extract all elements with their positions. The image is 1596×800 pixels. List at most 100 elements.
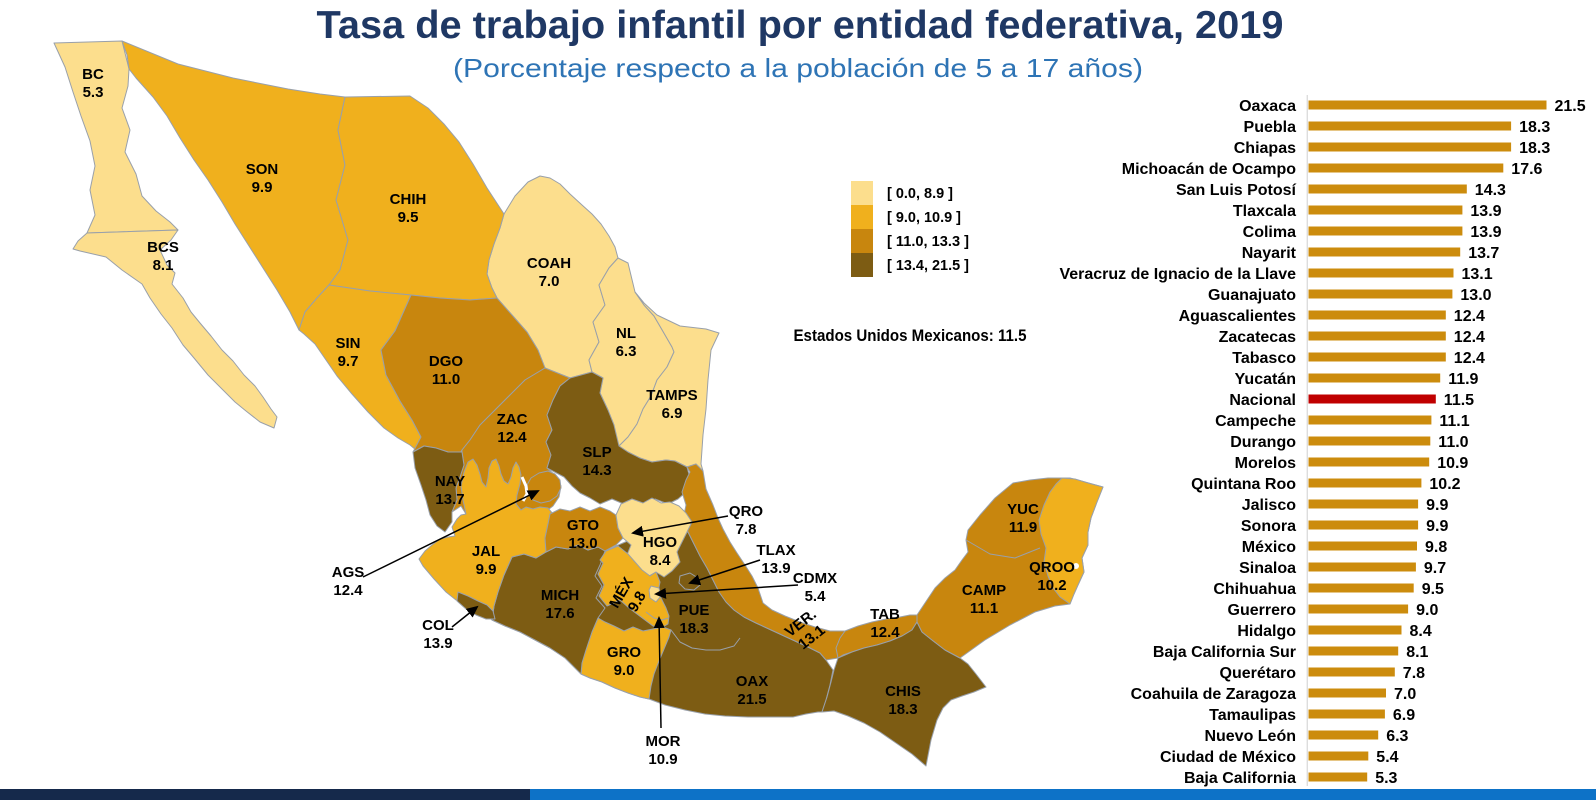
svg-text:7.8: 7.8 bbox=[736, 521, 757, 538]
svg-text:13.0: 13.0 bbox=[568, 535, 597, 552]
svg-text:Chihuahua: Chihuahua bbox=[1213, 581, 1296, 598]
svg-text:TLAX: TLAX bbox=[756, 542, 795, 559]
svg-text:13.1: 13.1 bbox=[1462, 266, 1493, 283]
svg-text:Tabasco: Tabasco bbox=[1232, 350, 1296, 367]
svg-text:17.6: 17.6 bbox=[1511, 161, 1542, 178]
svg-text:NAY: NAY bbox=[435, 473, 465, 490]
svg-text:TAMPS: TAMPS bbox=[646, 387, 697, 404]
svg-text:6.3: 6.3 bbox=[1386, 728, 1408, 745]
svg-text:6.9: 6.9 bbox=[662, 405, 683, 422]
svg-text:11.1: 11.1 bbox=[970, 600, 998, 617]
svg-text:Nacional: Nacional bbox=[1229, 392, 1296, 409]
svg-text:Baja California: Baja California bbox=[1184, 770, 1296, 787]
svg-text:SIN: SIN bbox=[335, 335, 360, 352]
svg-text:18.3: 18.3 bbox=[1519, 119, 1550, 136]
svg-text:14.3: 14.3 bbox=[582, 462, 611, 479]
svg-text:MICH: MICH bbox=[541, 587, 579, 604]
svg-text:11.9: 11.9 bbox=[1448, 371, 1478, 388]
svg-text:9.9: 9.9 bbox=[476, 561, 497, 578]
svg-text:Tamaulipas: Tamaulipas bbox=[1209, 707, 1296, 724]
svg-text:14.3: 14.3 bbox=[1475, 182, 1506, 199]
svg-text:21.5: 21.5 bbox=[737, 691, 766, 708]
svg-text:12.4: 12.4 bbox=[870, 624, 900, 641]
svg-text:México: México bbox=[1242, 539, 1296, 556]
svg-text:9.5: 9.5 bbox=[1422, 581, 1444, 598]
svg-text:10.2: 10.2 bbox=[1429, 476, 1460, 493]
svg-text:Campeche: Campeche bbox=[1215, 413, 1296, 430]
svg-text:11.9: 11.9 bbox=[1009, 519, 1037, 536]
svg-text:12.4: 12.4 bbox=[333, 582, 363, 599]
svg-text:Tlaxcala: Tlaxcala bbox=[1233, 203, 1296, 220]
svg-text:9.9: 9.9 bbox=[1426, 518, 1448, 535]
svg-text:Guanajuato: Guanajuato bbox=[1208, 287, 1296, 304]
svg-text:Quintana Roo: Quintana Roo bbox=[1191, 476, 1296, 493]
svg-text:9.5: 9.5 bbox=[398, 209, 419, 226]
svg-text:13.9: 13.9 bbox=[761, 560, 790, 577]
svg-text:7.8: 7.8 bbox=[1403, 665, 1425, 682]
svg-text:13.7: 13.7 bbox=[1468, 245, 1499, 262]
svg-text:10.9: 10.9 bbox=[648, 751, 677, 768]
svg-text:TAB: TAB bbox=[870, 606, 900, 623]
svg-text:Hidalgo: Hidalgo bbox=[1237, 623, 1296, 640]
svg-text:JAL: JAL bbox=[472, 543, 500, 560]
svg-text:[ 9.0, 10.9 ]: [ 9.0, 10.9 ] bbox=[887, 209, 961, 226]
svg-text:YUC: YUC bbox=[1007, 501, 1039, 518]
svg-text:Nuevo León: Nuevo León bbox=[1204, 728, 1296, 745]
svg-text:Nayarit: Nayarit bbox=[1242, 245, 1297, 262]
svg-text:13.0: 13.0 bbox=[1460, 287, 1491, 304]
svg-text:12.4: 12.4 bbox=[1454, 329, 1485, 346]
svg-text:6.9: 6.9 bbox=[1393, 707, 1415, 724]
svg-text:Michoacán de Ocampo: Michoacán de Ocampo bbox=[1122, 161, 1296, 178]
svg-text:6.3: 6.3 bbox=[616, 343, 637, 360]
svg-text:DGO: DGO bbox=[429, 353, 464, 370]
svg-text:Morelos: Morelos bbox=[1235, 455, 1296, 472]
svg-text:Oaxaca: Oaxaca bbox=[1239, 98, 1296, 115]
svg-text:8.1: 8.1 bbox=[1406, 644, 1428, 661]
svg-text:13.9: 13.9 bbox=[423, 635, 452, 652]
svg-text:9.0: 9.0 bbox=[1416, 602, 1438, 619]
svg-text:11.1: 11.1 bbox=[1439, 413, 1469, 430]
svg-text:5.4: 5.4 bbox=[805, 588, 827, 605]
svg-text:Jalisco: Jalisco bbox=[1242, 497, 1296, 514]
svg-text:MOR: MOR bbox=[646, 733, 681, 750]
svg-text:Guerrero: Guerrero bbox=[1228, 602, 1297, 619]
svg-text:GTO: GTO bbox=[567, 517, 600, 534]
svg-text:9.0: 9.0 bbox=[614, 662, 635, 679]
svg-text:13.9: 13.9 bbox=[1470, 224, 1501, 241]
svg-text:Estados Unidos Mexicanos: 11.5: Estados Unidos Mexicanos: 11.5 bbox=[794, 326, 1027, 345]
svg-text:Baja California Sur: Baja California Sur bbox=[1153, 644, 1296, 661]
svg-text:8.4: 8.4 bbox=[650, 552, 672, 569]
svg-text:BCS: BCS bbox=[147, 239, 179, 256]
svg-text:CDMX: CDMX bbox=[793, 570, 837, 587]
svg-text:GRO: GRO bbox=[607, 644, 642, 661]
svg-text:Sonora: Sonora bbox=[1241, 518, 1296, 535]
svg-text:11.0: 11.0 bbox=[1438, 434, 1468, 451]
svg-text:18.3: 18.3 bbox=[1519, 140, 1550, 157]
svg-text:12.4: 12.4 bbox=[497, 429, 527, 446]
svg-text:9.7: 9.7 bbox=[338, 353, 359, 370]
svg-text:Coahuila de Zaragoza: Coahuila de Zaragoza bbox=[1131, 686, 1296, 703]
svg-text:11.5: 11.5 bbox=[1444, 392, 1474, 409]
svg-text:Querétaro: Querétaro bbox=[1220, 665, 1297, 682]
svg-text:Durango: Durango bbox=[1230, 434, 1296, 451]
svg-text:Aguascalientes: Aguascalientes bbox=[1179, 308, 1296, 325]
svg-text:7.0: 7.0 bbox=[539, 273, 560, 290]
svg-text:QRO: QRO bbox=[729, 503, 764, 520]
svg-text:Chiapas: Chiapas bbox=[1234, 140, 1296, 157]
svg-text:10.9: 10.9 bbox=[1437, 455, 1468, 472]
svg-text:5.3: 5.3 bbox=[1375, 770, 1397, 787]
svg-text:5.4: 5.4 bbox=[1376, 749, 1398, 766]
svg-text:9.7: 9.7 bbox=[1424, 560, 1446, 577]
svg-text:18.3: 18.3 bbox=[888, 701, 917, 718]
svg-text:[ 13.4, 21.5 ]: [ 13.4, 21.5 ] bbox=[887, 257, 969, 274]
svg-text:Sinaloa: Sinaloa bbox=[1239, 560, 1296, 577]
svg-text:Colima: Colima bbox=[1243, 224, 1296, 241]
svg-text:AGS: AGS bbox=[332, 564, 365, 581]
svg-text:ZAC: ZAC bbox=[497, 411, 528, 428]
svg-text:SLP: SLP bbox=[582, 444, 611, 461]
svg-text:10.2: 10.2 bbox=[1037, 577, 1066, 594]
svg-text:11.0: 11.0 bbox=[432, 371, 460, 388]
svg-text:17.6: 17.6 bbox=[545, 605, 574, 622]
svg-text:[ 0.0, 8.9 ]: [ 0.0, 8.9 ] bbox=[887, 185, 953, 202]
svg-text:21.5: 21.5 bbox=[1555, 98, 1586, 115]
